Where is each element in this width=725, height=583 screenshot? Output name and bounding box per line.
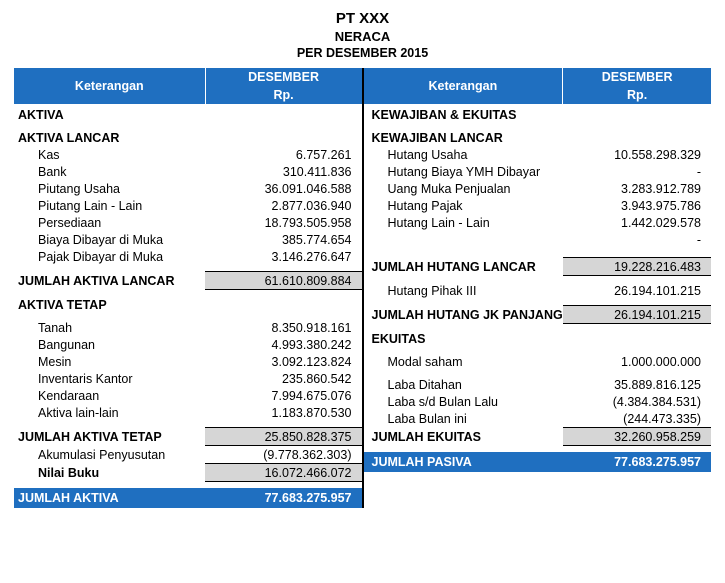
section-kewajiban-lancar: KEWAJIBAN LANCAR [364, 129, 712, 146]
table-row: - [364, 231, 712, 248]
table-row: Pajak Dibayar di Muka3.146.276.647 [14, 248, 362, 265]
section-aktiva-tetap: AKTIVA TETAP [14, 296, 362, 313]
table-row: Akumulasi Penyusutan (9.778.362.303) [14, 446, 362, 464]
table-row: Hutang Pajak3.943.975.786 [364, 197, 712, 214]
table-row: Bank310.411.836 [14, 163, 362, 180]
header-month: DESEMBER [205, 68, 361, 86]
balance-sheet: Keterangan DESEMBER Rp. AKTIVA AKTIVA LA… [14, 68, 711, 508]
table-row: Modal saham 1.000.000.000 [364, 353, 712, 370]
table-row: Hutang Pihak III 26.194.101.215 [364, 282, 712, 299]
table-row: Inventaris Kantor235.860.542 [14, 370, 362, 387]
report-header: PT XXX NERACA PER DESEMBER 2015 [14, 10, 711, 60]
section-aktiva: AKTIVA [14, 106, 362, 123]
company-name: PT XXX [14, 10, 711, 27]
report-period: PER DESEMBER 2015 [14, 46, 711, 60]
subtotal-row: JUMLAH AKTIVA LANCAR 61.610.809.884 [14, 272, 362, 290]
subtotal-row: JUMLAH EKUITAS 32.260.958.259 [364, 428, 712, 446]
header-keterangan: Keterangan [364, 68, 563, 104]
subtotal-row: JUMLAH HUTANG JK PANJANG 26.194.101.215 [364, 306, 712, 324]
grand-total-row: JUMLAH PASIVA 77.683.275.957 [364, 452, 712, 472]
table-row: Laba s/d Bulan Lalu(4.384.384.531) [364, 393, 712, 410]
table-row: Kendaraan7.994.675.076 [14, 387, 362, 404]
table-row: Persediaan18.793.505.958 [14, 214, 362, 231]
table-row: Kas6.757.261 [14, 146, 362, 163]
table-row: Hutang Usaha10.558.298.329 [364, 146, 712, 163]
table-row: Hutang Lain - Lain1.442.029.578 [364, 214, 712, 231]
section-ekuitas: EKUITAS [364, 330, 712, 347]
section-kewajiban: KEWAJIBAN & EKUITAS [364, 106, 712, 123]
report-title: NERACA [14, 29, 711, 44]
header-month: DESEMBER [563, 68, 711, 86]
pasiva-column: Keterangan DESEMBER Rp. KEWAJIBAN & EKUI… [364, 68, 712, 472]
table-row: Biaya Dibayar di Muka385.774.654 [14, 231, 362, 248]
header-currency: Rp. [205, 86, 361, 104]
subtotal-row: Nilai Buku 16.072.466.072 [14, 464, 362, 482]
section-aktiva-lancar: AKTIVA LANCAR [14, 129, 362, 146]
table-row: Aktiva lain-lain1.183.870.530 [14, 404, 362, 421]
table-row: Piutang Lain - Lain2.877.036.940 [14, 197, 362, 214]
subtotal-row: JUMLAH AKTIVA TETAP 25.850.828.375 [14, 428, 362, 446]
grand-total-row: JUMLAH AKTIVA 77.683.275.957 [14, 488, 362, 508]
table-row: Mesin3.092.123.824 [14, 353, 362, 370]
table-row: Laba Ditahan35.889.816.125 [364, 376, 712, 393]
header-keterangan: Keterangan [14, 68, 205, 104]
table-row: Tanah8.350.918.161 [14, 319, 362, 336]
table-row: Hutang Biaya YMH Dibayar- [364, 163, 712, 180]
col-header-right: Keterangan DESEMBER [364, 68, 712, 86]
subtotal-row: JUMLAH HUTANG LANCAR 19.228.216.483 [364, 258, 712, 276]
table-row: Piutang Usaha36.091.046.588 [14, 180, 362, 197]
col-header-left: Keterangan DESEMBER [14, 68, 362, 86]
table-row: Bangunan4.993.380.242 [14, 336, 362, 353]
table-row: Laba Bulan ini(244.473.335) [364, 410, 712, 428]
table-row: Uang Muka Penjualan3.283.912.789 [364, 180, 712, 197]
aktiva-column: Keterangan DESEMBER Rp. AKTIVA AKTIVA LA… [14, 68, 362, 508]
header-currency: Rp. [563, 86, 711, 104]
